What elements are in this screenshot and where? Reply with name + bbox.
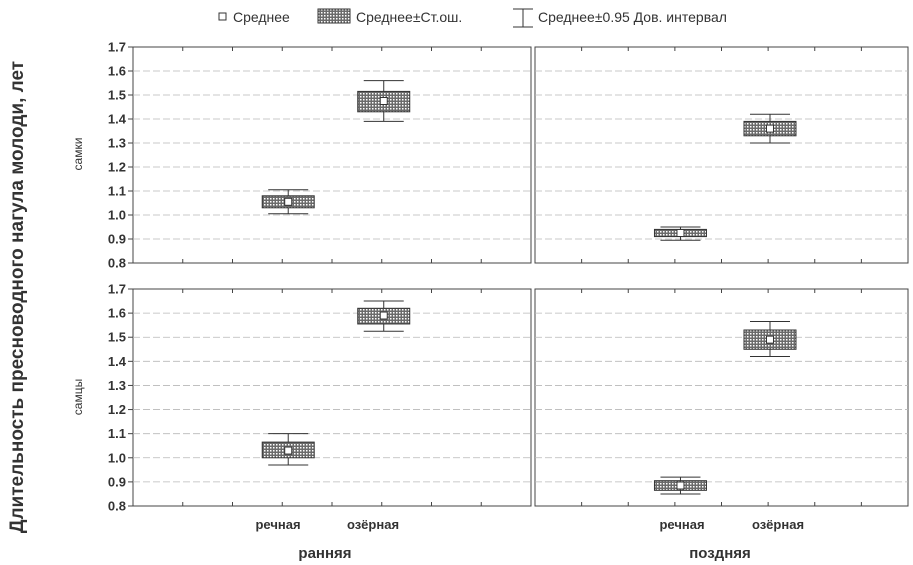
y-tick-label: 1.3 xyxy=(108,378,126,393)
y-tick-label: 0.8 xyxy=(108,256,126,271)
y-tick-label: 1.2 xyxy=(108,160,126,175)
mean-marker-речная xyxy=(284,197,293,206)
mean-marker-речная xyxy=(676,481,685,490)
y-tick-label: 0.9 xyxy=(108,232,126,247)
mean-marker-озёрная xyxy=(765,124,774,133)
y-tick-label: 1.0 xyxy=(108,450,126,465)
legend-ci-symbol xyxy=(513,8,533,28)
panel-самки-поздняя xyxy=(534,46,909,264)
legend-ci-label: Среднее±0.95 Дов. интервал xyxy=(538,9,727,25)
y-tick-label: 1.6 xyxy=(108,306,126,321)
panel-самки-ранняя xyxy=(132,46,532,264)
mean-marker-озёрная xyxy=(379,97,388,105)
mean-marker-речная xyxy=(284,446,293,455)
x-tick-label-right-river: речная xyxy=(659,517,704,532)
panel-frame xyxy=(132,46,532,264)
legend: Среднее Среднее±Ст.ош. Среднее±0.95 Дов.… xyxy=(218,8,727,28)
mean-marker-озёрная xyxy=(379,311,388,320)
mean-marker-речная xyxy=(676,229,685,237)
y-tick-label: 0.9 xyxy=(108,474,126,489)
y-tick-label: 1.3 xyxy=(108,136,126,151)
legend-se-symbol xyxy=(317,8,351,24)
column-label-late: поздняя xyxy=(689,545,751,562)
legend-mean-symbol xyxy=(218,12,227,21)
x-tick-label-left-river: речная xyxy=(255,517,300,532)
y-tick-label: 1.7 xyxy=(108,40,126,55)
row-label-females: самки xyxy=(71,138,85,171)
panel-frame xyxy=(132,288,532,507)
mean-marker-озёрная xyxy=(765,335,774,344)
column-label-early: ранняя xyxy=(298,545,351,562)
y-tick-label: 1.4 xyxy=(108,354,127,369)
chart-panels xyxy=(132,46,909,507)
y-tick-label: 1.5 xyxy=(108,330,126,345)
row-label-males: самцы xyxy=(71,379,85,415)
y-tick-label: 1.6 xyxy=(108,64,126,79)
legend-se-label: Среднее±Ст.ош. xyxy=(356,9,462,25)
panel-самцы-ранняя xyxy=(132,288,532,507)
panel-frame xyxy=(534,46,909,264)
panel-frame xyxy=(534,288,909,507)
y-tick-label: 1.1 xyxy=(108,426,126,441)
y-tick-label: 1.5 xyxy=(108,88,126,103)
legend-mean-label: Среднее xyxy=(233,9,290,25)
y-tick-label: 1.4 xyxy=(108,112,127,127)
y-tick-label: 1.0 xyxy=(108,208,126,223)
y-tick-label: 1.1 xyxy=(108,184,126,199)
y-axes: 1.7 1.6 1.5 1.4 1.3 1.2 1.1 1.0 0.9 0.8 1.7 1.6 1.5 1… xyxy=(108,40,133,514)
x-tick-label-right-lake: озёрная xyxy=(752,517,804,532)
y-tick-label: 1.2 xyxy=(108,402,126,417)
y-tick-label: 0.8 xyxy=(108,499,126,514)
y-tick-label: 1.7 xyxy=(108,282,126,297)
x-tick-label-left-lake: озёрная xyxy=(347,517,399,532)
y-axis-title: Длительность пресноводного нагула молоди… xyxy=(7,61,28,533)
panel-самцы-поздняя xyxy=(534,288,909,507)
